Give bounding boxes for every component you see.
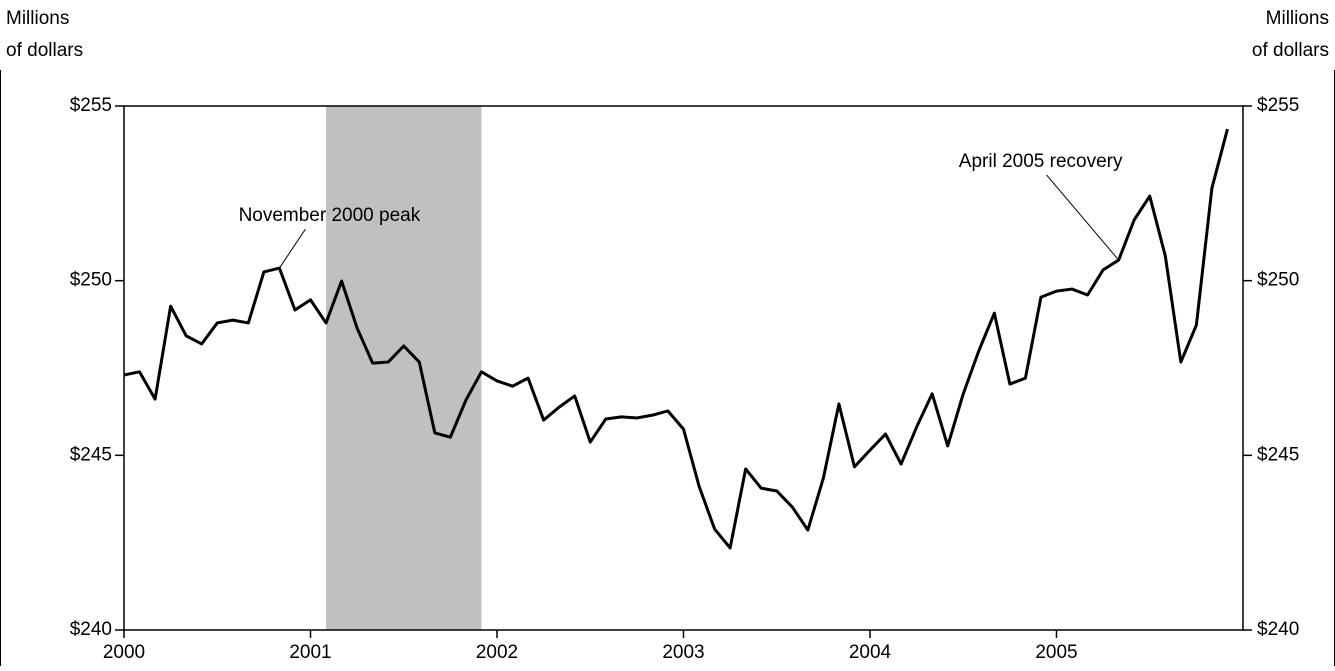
- y-tick-label: $255: [70, 95, 112, 116]
- y2-tick-label: $250: [1257, 270, 1299, 291]
- y2-axis-label: of dollars: [1252, 40, 1329, 61]
- x-tick-label: 2000: [103, 642, 145, 663]
- annotation: April 2005 recovery: [959, 151, 1123, 172]
- y2-tick-label: $240: [1257, 619, 1299, 640]
- y-tick-label: $240: [70, 619, 112, 640]
- x-tick-label: 2002: [476, 642, 518, 663]
- shaded-period: [326, 106, 482, 630]
- y-tick-label: $250: [70, 270, 112, 291]
- x-tick-label: 2004: [849, 642, 892, 663]
- x-tick-label: 2005: [1035, 642, 1077, 663]
- y2-tick-label: $255: [1257, 95, 1299, 116]
- x-tick-label: 2003: [662, 642, 704, 663]
- y2-tick-label: $245: [1257, 444, 1299, 465]
- annotation-leader: [278, 228, 306, 269]
- annotation-leader: [1046, 174, 1120, 261]
- x-tick-label: 2001: [289, 642, 331, 663]
- y-axis-label: of dollars: [6, 40, 83, 61]
- data-line: [123, 128, 1229, 550]
- y-tick-label: $245: [70, 444, 112, 465]
- annotation: November 2000 peak: [239, 205, 421, 226]
- y-axis-label: Millions: [6, 8, 69, 29]
- y2-axis-label: Millions: [1266, 8, 1329, 29]
